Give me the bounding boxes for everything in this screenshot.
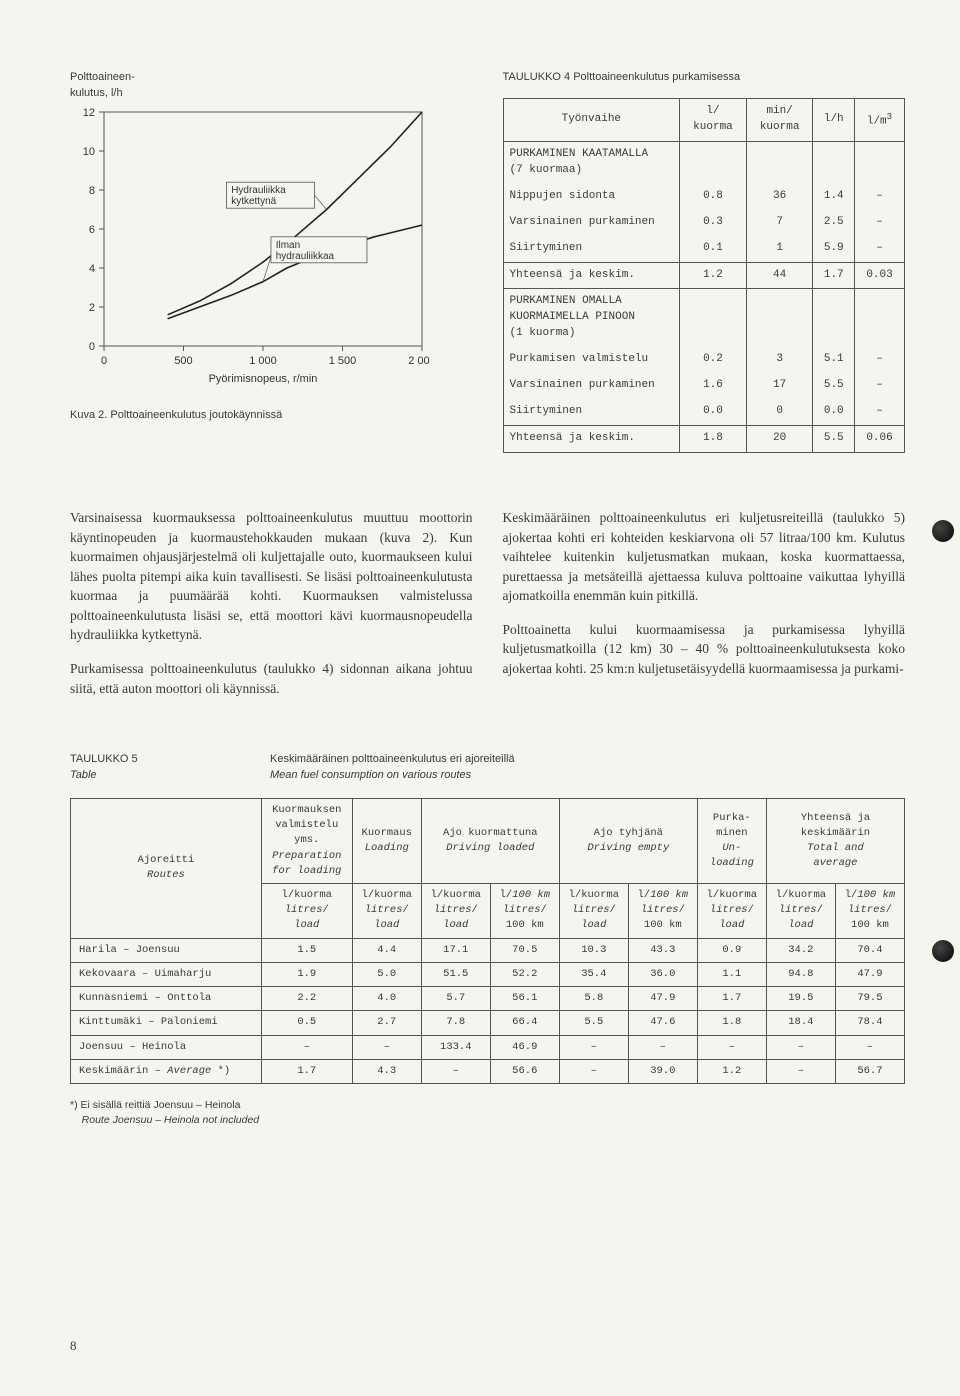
svg-text:kytkettynä: kytkettynä (231, 196, 276, 207)
svg-text:Hydrauliikka: Hydrauliikka (231, 185, 286, 196)
svg-text:500: 500 (174, 355, 192, 367)
chart-panel: Polttoaineen- kulutus, l/h 0 2 4 6 8 10 12 0 500… (70, 70, 473, 453)
para: Polttoainetta kului kuormaamisessa ja pu… (503, 620, 906, 679)
svg-text:Ilman: Ilman (276, 240, 300, 251)
para: Varsinaisessa kuormauksessa polttoaineen… (70, 508, 473, 645)
svg-text:4: 4 (89, 263, 95, 275)
t4-header: min/kuorma (746, 98, 813, 141)
svg-text:10: 10 (83, 146, 95, 158)
t4-header: l/m3 (855, 98, 905, 141)
chart-caption: Kuva 2. Polttoaineenkulutus joutokäynnis… (70, 408, 473, 424)
svg-text:6: 6 (89, 224, 95, 236)
body-right: Keskimääräinen polttoaineenkulutus eri k… (503, 508, 906, 712)
punch-hole-icon (932, 520, 954, 542)
table4: Työnvaihel/kuormamin/kuormal/hl/m3 PURKA… (503, 98, 906, 453)
svg-text:1 500: 1 500 (329, 355, 357, 367)
t4-header: Työnvaihe (503, 98, 680, 141)
svg-text:12: 12 (83, 107, 95, 119)
svg-text:2 000: 2 000 (408, 355, 430, 367)
table4-title: TAULUKKO 4 Polttoaineenkulutus purkamise… (503, 70, 906, 86)
top-row: Polttoaineen- kulutus, l/h 0 2 4 6 8 10 12 0 500… (70, 70, 905, 453)
svg-text:1 000: 1 000 (249, 355, 277, 367)
t4-header: l/h (813, 98, 855, 141)
body-text: Varsinaisessa kuormauksessa polttoaineen… (70, 508, 905, 712)
chart-ytitle: Polttoaineen- kulutus, l/h (70, 70, 473, 102)
punch-hole-icon (932, 940, 954, 962)
footnote: *) Ei sisällä reittiä Joensuu – Heinola … (70, 1098, 905, 1128)
svg-text:0: 0 (101, 355, 107, 367)
t4-header: l/kuorma (680, 98, 747, 141)
page-number: 8 (70, 1337, 77, 1356)
svg-text:8: 8 (89, 185, 95, 197)
svg-text:Pyörimisnopeus, r/min: Pyörimisnopeus, r/min (209, 373, 318, 385)
body-left: Varsinaisessa kuormauksessa polttoaineen… (70, 508, 473, 712)
chart: 0 2 4 6 8 10 12 0 500 1 000 1 500 2 000 Pyörimisnope… (70, 106, 430, 386)
table5-title: TAULUKKO 5 Table Keskimääräinen polttoai… (70, 752, 905, 784)
table4-panel: TAULUKKO 4 Polttoaineenkulutus purkamise… (503, 70, 906, 453)
para: Keskimääräinen polttoaineenkulutus eri k… (503, 508, 906, 606)
svg-text:hydrauliikkaa: hydrauliikkaa (276, 251, 335, 262)
svg-text:2: 2 (89, 302, 95, 314)
svg-text:0: 0 (89, 341, 95, 353)
table5: AjoreittiRoutesKuormauksenvalmisteluyms.… (70, 798, 905, 1084)
para: Purkamisessa polttoaineenkulutus (tauluk… (70, 659, 473, 698)
